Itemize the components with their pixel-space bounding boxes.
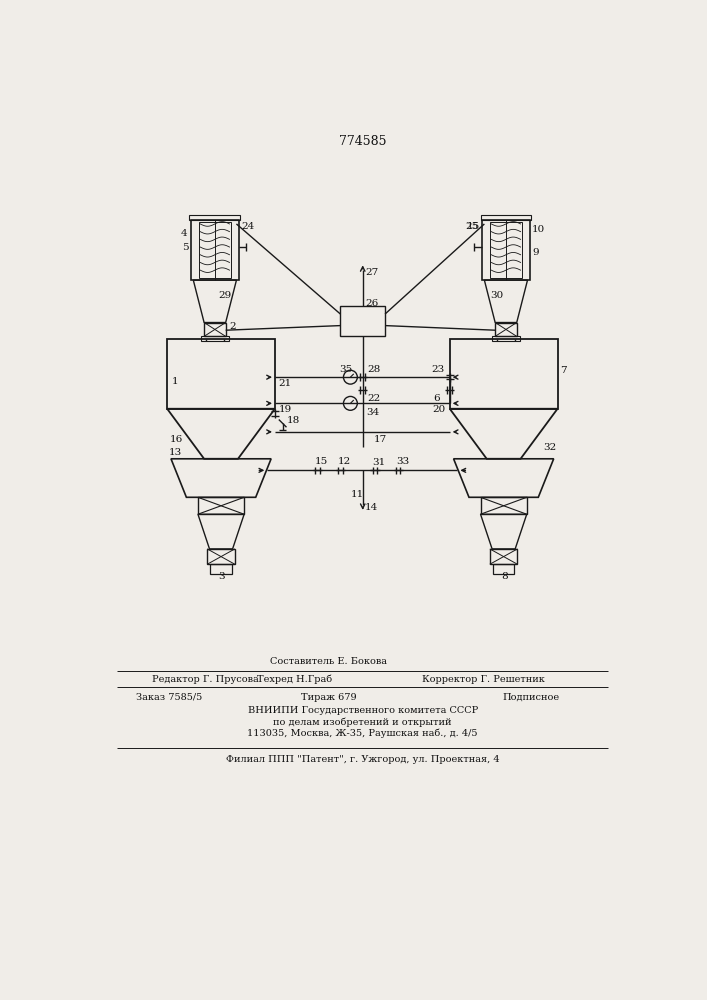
Text: 5: 5: [182, 243, 188, 252]
Text: Подписное: Подписное: [502, 693, 559, 702]
Bar: [201, 336, 229, 341]
Text: 27: 27: [366, 268, 379, 277]
Bar: [189, 215, 240, 220]
Text: 28: 28: [368, 365, 380, 374]
Text: 11: 11: [351, 490, 363, 499]
Text: 20: 20: [433, 405, 446, 414]
Bar: [490, 222, 522, 278]
Bar: [492, 336, 520, 341]
Text: 7: 7: [561, 366, 567, 375]
Text: 25: 25: [465, 222, 479, 231]
Text: 6: 6: [433, 394, 440, 403]
Text: Тираж 679: Тираж 679: [301, 693, 356, 702]
Bar: [481, 497, 527, 514]
Text: 30: 30: [491, 291, 504, 300]
Text: 10: 10: [532, 225, 545, 234]
Text: 26: 26: [366, 299, 379, 308]
Bar: [481, 215, 532, 220]
Text: 1: 1: [172, 377, 178, 386]
Text: 4: 4: [180, 229, 187, 238]
Text: 12: 12: [338, 457, 351, 466]
Text: 21: 21: [278, 379, 291, 388]
Text: Техред Н.Граб: Техред Н.Граб: [257, 674, 332, 684]
Text: 3: 3: [218, 572, 226, 581]
Bar: [490, 549, 518, 564]
Bar: [450, 339, 558, 409]
Text: 9: 9: [532, 248, 539, 257]
Text: 24: 24: [241, 222, 255, 231]
Bar: [198, 497, 244, 514]
Bar: [207, 549, 235, 564]
Text: 35: 35: [339, 365, 353, 374]
Text: 31: 31: [373, 458, 386, 467]
Text: 774585: 774585: [339, 135, 387, 148]
Text: Редактор Г. Прусова: Редактор Г. Прусова: [152, 675, 259, 684]
Text: 113035, Москва, Ж-35, Раушская наб., д. 4/5: 113035, Москва, Ж-35, Раушская наб., д. …: [247, 729, 478, 738]
Text: 19: 19: [279, 405, 292, 414]
Bar: [210, 564, 232, 574]
Bar: [340, 306, 385, 336]
Text: 29: 29: [218, 291, 232, 300]
Bar: [493, 564, 515, 574]
Text: Составитель Е. Бокова: Составитель Е. Бокова: [270, 657, 387, 666]
Text: 23: 23: [431, 365, 445, 374]
Text: 34: 34: [366, 408, 380, 417]
Text: 8: 8: [501, 572, 508, 581]
Text: Заказ 7585/5: Заказ 7585/5: [136, 693, 203, 702]
Text: 13: 13: [169, 448, 182, 457]
Bar: [495, 323, 517, 336]
Text: 14: 14: [365, 503, 378, 512]
Text: 15: 15: [315, 457, 328, 466]
Text: 17: 17: [374, 435, 387, 444]
Text: 33: 33: [396, 457, 409, 466]
Bar: [191, 220, 239, 280]
Bar: [167, 339, 275, 409]
Bar: [204, 323, 226, 336]
Bar: [199, 222, 231, 278]
Text: Корректор Г. Решетник: Корректор Г. Решетник: [421, 675, 544, 684]
Text: 15: 15: [467, 222, 480, 231]
Text: по делам изобретений и открытий: по делам изобретений и открытий: [274, 717, 452, 727]
Text: 32: 32: [544, 443, 557, 452]
Text: 22: 22: [368, 394, 380, 403]
Bar: [482, 220, 530, 280]
Text: 16: 16: [170, 435, 184, 444]
Text: Филиал ППП "Патент", г. Ужгород, ул. Проектная, 4: Филиал ППП "Патент", г. Ужгород, ул. Про…: [226, 755, 500, 764]
Text: ВНИИПИ Государственного комитета СССР: ВНИИПИ Государственного комитета СССР: [247, 706, 478, 715]
Text: 18: 18: [287, 416, 300, 425]
Text: 2: 2: [230, 322, 236, 331]
